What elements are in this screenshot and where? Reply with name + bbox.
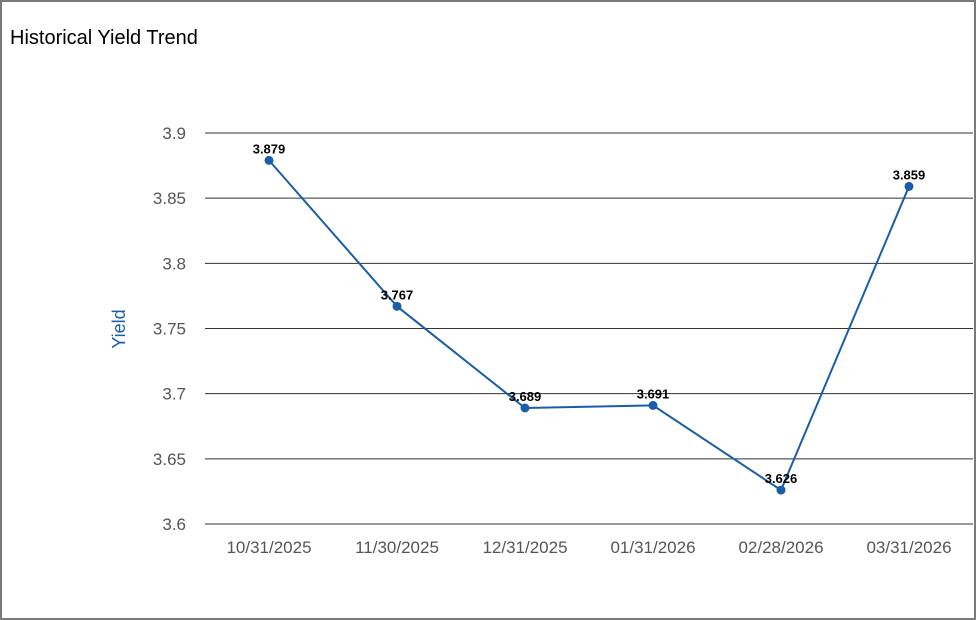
data-point (776, 485, 786, 495)
chart-title: Historical Yield Trend (10, 27, 198, 49)
data-label: 3.859 (893, 167, 926, 182)
data-label: 3.626 (765, 471, 798, 486)
data-label: 3.879 (253, 141, 286, 156)
x-tick-label: 02/28/2026 (738, 538, 823, 557)
x-tick-label: 03/31/2026 (866, 538, 951, 557)
x-tick-label: 11/30/2025 (355, 538, 439, 557)
y-tick-label: 3.9 (162, 124, 186, 143)
x-tick-label: 12/31/2025 (482, 538, 567, 557)
y-tick-label: 3.6 (162, 515, 186, 534)
data-point (392, 301, 402, 311)
data-point (264, 155, 274, 165)
y-tick-label: 3.7 (162, 385, 186, 404)
x-axis-ticks: 10/31/2025 11/30/2025 12/31/2025 01/31/2026… (226, 538, 951, 557)
data-point (520, 403, 530, 413)
data-label: 3.691 (637, 386, 670, 401)
data-label: 3.689 (509, 389, 542, 404)
series-line-path (268, 159, 910, 492)
x-tick-label: 10/31/2025 (226, 538, 311, 557)
y-axis-ticks: 3.6 3.65 3.7 3.75 3.8 3.85 3.9 (153, 124, 186, 534)
data-point (904, 181, 914, 191)
gridlines (205, 132, 973, 525)
data-points (264, 155, 914, 495)
y-tick-label: 3.65 (153, 450, 186, 469)
x-tick-label: 01/31/2026 (610, 538, 695, 557)
y-tick-label: 3.8 (162, 254, 186, 273)
series-line (268, 159, 910, 492)
data-point (648, 400, 658, 410)
y-tick-label: 3.75 (153, 320, 186, 339)
data-labels: 3.879 3.767 3.689 3.691 3.626 3.859 (253, 141, 926, 486)
y-axis-label: Yield (109, 309, 129, 348)
y-tick-label: 3.85 (153, 189, 186, 208)
data-label: 3.767 (381, 287, 414, 302)
